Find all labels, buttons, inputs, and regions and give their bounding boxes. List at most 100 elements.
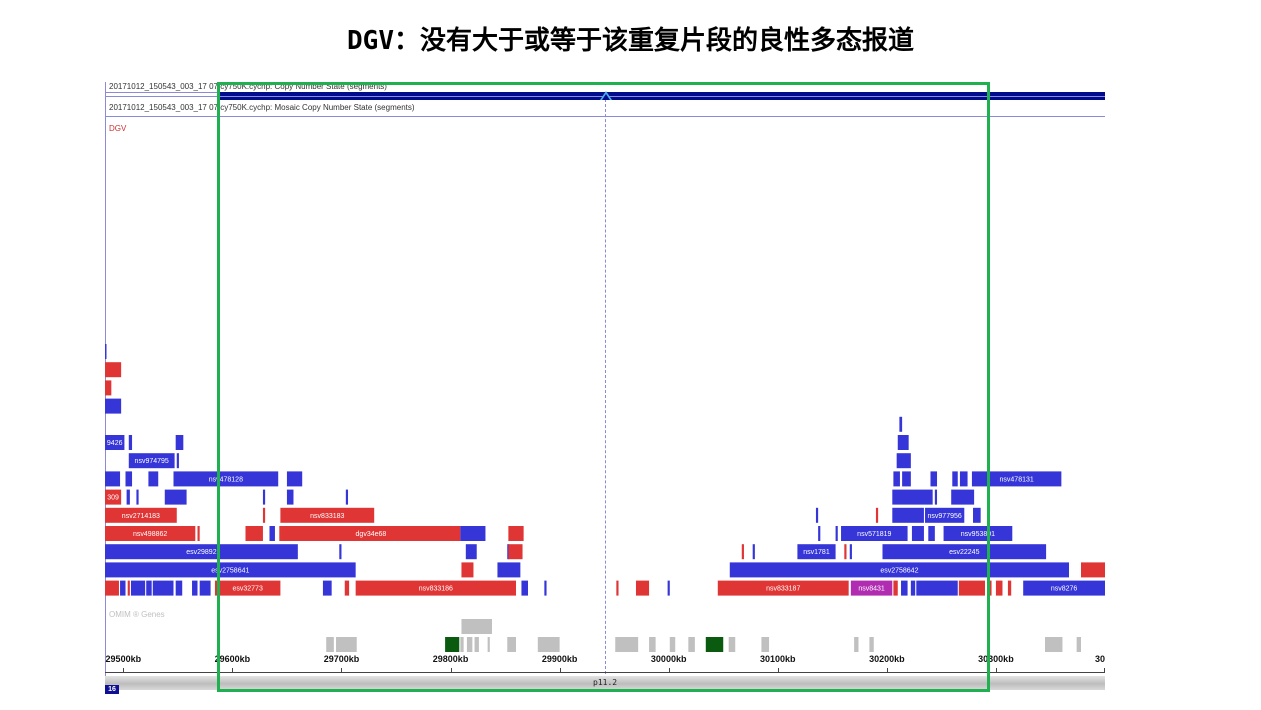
dgv-segment-gain[interactable] xyxy=(322,580,332,596)
dgv-segment-loss[interactable] xyxy=(127,580,130,596)
dgv-segment-loss[interactable] xyxy=(508,544,523,560)
omim-gene[interactable] xyxy=(461,619,492,634)
dgv-segment-gain[interactable] xyxy=(192,580,198,596)
dgv-segment-gain[interactable] xyxy=(943,526,1013,541)
omim-gene[interactable] xyxy=(615,637,639,652)
dgv-segment-gain[interactable] xyxy=(1023,580,1105,596)
dgv-segment-gain[interactable] xyxy=(105,471,121,487)
omim-gene[interactable] xyxy=(507,637,516,652)
dgv-segment-gain[interactable] xyxy=(925,507,965,523)
omim-gene[interactable] xyxy=(761,637,770,652)
dgv-segment-gain[interactable] xyxy=(521,580,528,596)
dgv-segment-loss[interactable] xyxy=(280,507,375,523)
dgv-segment-gain[interactable] xyxy=(752,544,755,560)
dgv-segment-loss[interactable] xyxy=(717,580,849,596)
dgv-segment-loss[interactable] xyxy=(893,580,898,596)
dgv-segment-loss[interactable] xyxy=(1007,580,1012,596)
dgv-segment-gain[interactable] xyxy=(120,580,126,596)
dgv-segment-gain[interactable] xyxy=(849,544,852,560)
dgv-segment-loss[interactable] xyxy=(281,526,461,541)
omim-gene[interactable] xyxy=(326,637,334,652)
dgv-segment-gain[interactable] xyxy=(286,471,303,487)
dgv-segment-loss[interactable] xyxy=(214,580,281,596)
omim-gene[interactable] xyxy=(336,637,357,652)
dgv-segment-gain[interactable] xyxy=(460,526,486,541)
dgv-segment-gain[interactable] xyxy=(199,580,211,596)
dgv-segment-gain[interactable] xyxy=(973,507,981,523)
dgv-segment-gain[interactable] xyxy=(916,580,958,596)
dgv-segment-gain[interactable] xyxy=(951,489,975,505)
dgv-segment-loss[interactable] xyxy=(1081,562,1105,578)
omim-gene[interactable] xyxy=(537,637,560,652)
dgv-segment-loss[interactable] xyxy=(105,507,177,523)
dgv-segment-gain[interactable] xyxy=(286,489,294,505)
dgv-segment-gain[interactable] xyxy=(148,471,159,487)
dgv-segment-gain[interactable] xyxy=(952,471,958,487)
dgv-segment-loss[interactable] xyxy=(262,507,266,523)
dgv-segment-gain[interactable] xyxy=(667,580,670,596)
dgv-segment-loss[interactable] xyxy=(461,562,474,578)
dgv-segment-gain[interactable] xyxy=(126,489,130,505)
dgv-segment-loss[interactable] xyxy=(105,526,196,541)
dgv-segment-gain[interactable] xyxy=(497,562,521,578)
omim-gene[interactable] xyxy=(474,637,479,652)
dgv-segment-gain[interactable] xyxy=(893,471,900,487)
omim-gene[interactable] xyxy=(869,637,874,652)
dgv-segment-loss[interactable] xyxy=(958,580,986,596)
dgv-segment-loss[interactable] xyxy=(197,526,200,541)
dgv-segment-gain[interactable] xyxy=(899,416,903,432)
omim-gene[interactable] xyxy=(705,637,724,652)
dgv-segment-loss[interactable] xyxy=(741,544,744,560)
dgv-segment-gain[interactable] xyxy=(105,435,125,450)
omim-gene[interactable] xyxy=(466,637,473,652)
dgv-segment-loss[interactable] xyxy=(508,526,524,541)
dgv-segment-gain[interactable] xyxy=(797,544,836,560)
dgv-segment-gain[interactable] xyxy=(818,526,821,541)
dgv-segment-gain[interactable] xyxy=(105,544,298,560)
dgv-segment-loss[interactable] xyxy=(355,580,516,596)
omim-gene[interactable] xyxy=(669,637,676,652)
dgv-segment-mixed[interactable] xyxy=(850,580,893,596)
dgv-segment-gain[interactable] xyxy=(892,507,924,523)
dgv-segment-gain[interactable] xyxy=(128,435,133,450)
dgv-segment-gain[interactable] xyxy=(901,580,908,596)
dgv-segment-loss[interactable] xyxy=(995,580,1003,596)
dgv-segment-gain[interactable] xyxy=(173,471,279,487)
dgv-segment-gain[interactable] xyxy=(345,489,349,505)
dgv-segment-gain[interactable] xyxy=(269,526,275,541)
omim-gene[interactable] xyxy=(688,637,695,652)
dgv-segment-gain[interactable] xyxy=(262,489,266,505)
dgv-segment-gain[interactable] xyxy=(152,580,174,596)
dgv-segment-loss[interactable] xyxy=(105,580,119,596)
dgv-segment-gain[interactable] xyxy=(105,562,356,578)
genome-browser-viewer[interactable]: 20171012_150543_003_17 07.cy750K.cychp: … xyxy=(105,82,1105,694)
dgv-segment-gain[interactable] xyxy=(911,526,924,541)
dgv-segment-gain[interactable] xyxy=(146,580,152,596)
dgv-segment-loss[interactable] xyxy=(875,507,879,523)
dgv-segment-gain[interactable] xyxy=(934,489,938,505)
dgv-segment-gain[interactable] xyxy=(105,398,122,414)
omim-gene[interactable] xyxy=(445,637,460,652)
dgv-segment-gain[interactable] xyxy=(164,489,187,505)
dgv-segment-gain[interactable] xyxy=(815,507,819,523)
omim-gene[interactable] xyxy=(854,637,859,652)
dgv-segment-loss[interactable] xyxy=(344,580,350,596)
dgv-segment-gain[interactable] xyxy=(729,562,1070,578)
dgv-segment-gain[interactable] xyxy=(835,526,838,541)
dgv-segment-gain[interactable] xyxy=(910,580,916,596)
dgv-segment-gain[interactable] xyxy=(105,344,107,359)
dgv-segment-gain[interactable] xyxy=(339,544,342,560)
omim-gene[interactable] xyxy=(728,637,736,652)
dgv-segment-gain[interactable] xyxy=(128,453,175,469)
omim-gene[interactable] xyxy=(460,637,464,652)
dgv-segment-loss[interactable] xyxy=(105,362,122,378)
dgv-segment-gain[interactable] xyxy=(175,435,184,450)
omim-gene[interactable] xyxy=(1045,637,1063,652)
omim-gene[interactable] xyxy=(487,637,490,652)
dgv-segment-gain[interactable] xyxy=(882,544,1047,560)
chromosome-ideogram[interactable] xyxy=(105,676,1105,690)
dgv-segment-gain[interactable] xyxy=(136,489,139,505)
dgv-segment-loss[interactable] xyxy=(844,544,847,560)
dgv-segment-loss[interactable] xyxy=(245,526,263,541)
dgv-segment-gain[interactable] xyxy=(175,580,183,596)
